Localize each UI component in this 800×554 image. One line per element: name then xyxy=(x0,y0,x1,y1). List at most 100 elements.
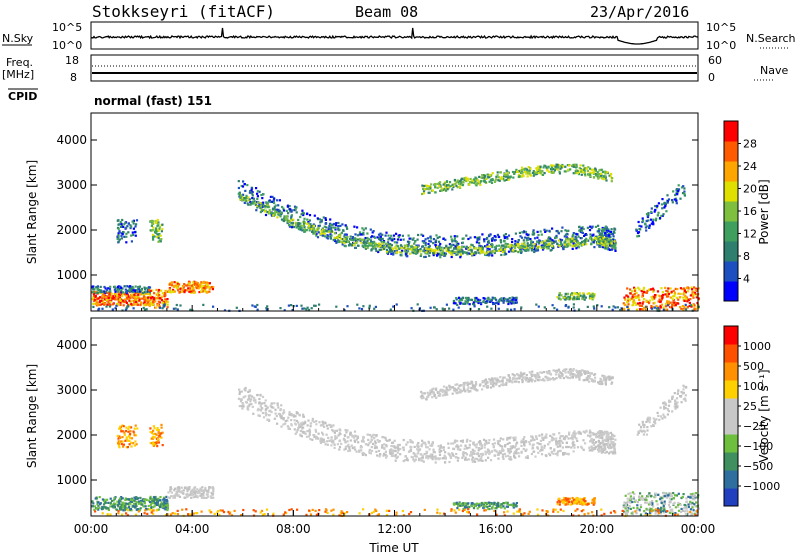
velocity-cell xyxy=(308,428,311,431)
power-cell xyxy=(151,236,155,239)
velocity-cell xyxy=(353,430,357,433)
velocity-cell xyxy=(373,437,376,440)
power-cell xyxy=(395,251,398,254)
power-cell xyxy=(585,243,588,246)
power-cell xyxy=(102,295,105,298)
velocity-cell xyxy=(417,441,420,445)
power-cell xyxy=(549,249,552,252)
power-cell xyxy=(637,220,640,224)
power-cell xyxy=(109,297,112,301)
power-cell xyxy=(536,240,539,243)
power-cell xyxy=(405,254,408,258)
velocity-cell xyxy=(543,444,546,447)
velocity-cell xyxy=(530,452,533,456)
power-cell xyxy=(570,297,573,300)
power-cell xyxy=(389,249,392,252)
velocity-cell xyxy=(423,441,426,444)
power-cell xyxy=(475,241,478,244)
power-cell xyxy=(423,188,426,191)
power-cell xyxy=(129,227,132,230)
velocity-cell xyxy=(369,440,372,443)
velocity-cell xyxy=(378,440,381,443)
power-cell xyxy=(151,295,154,299)
power-cell xyxy=(205,282,208,285)
power-cell xyxy=(125,232,128,235)
power-cell xyxy=(189,288,192,291)
power-colorbar-swatch xyxy=(724,201,738,222)
power-cell xyxy=(491,246,494,249)
power-cell xyxy=(577,297,580,301)
power-cell xyxy=(247,199,250,202)
power-cell xyxy=(303,217,306,220)
power-cell xyxy=(646,289,649,292)
velocity-cell xyxy=(433,451,436,454)
velocity-cell xyxy=(531,439,535,442)
power-cell xyxy=(371,247,374,250)
power-cell xyxy=(408,240,411,243)
power-cell xyxy=(466,300,469,303)
power-cell xyxy=(173,290,176,293)
power-cell xyxy=(608,306,611,309)
power-cell xyxy=(504,297,507,301)
velocity-cell xyxy=(437,445,440,448)
velocity-cell xyxy=(588,431,591,434)
power-cell xyxy=(589,225,592,228)
velocity-cell xyxy=(481,388,484,391)
power-cell xyxy=(523,245,527,248)
power-cell xyxy=(443,254,447,257)
power-cell xyxy=(117,227,120,230)
power-cell xyxy=(439,242,442,246)
power-cell xyxy=(261,205,264,208)
velocity-cell xyxy=(547,452,550,455)
velocity-cell xyxy=(568,368,571,371)
power-cell xyxy=(251,202,254,205)
power-cell xyxy=(562,165,565,168)
power-cell xyxy=(175,303,178,307)
power-cell xyxy=(288,224,291,227)
power-cell xyxy=(610,172,613,176)
power-cell xyxy=(117,240,120,243)
power-cell xyxy=(251,191,254,194)
velocity-cell xyxy=(558,442,561,445)
power-cell xyxy=(117,232,120,235)
power-cell xyxy=(123,235,126,238)
power-cell xyxy=(533,237,537,240)
velocity-cell xyxy=(495,382,498,385)
power-cell xyxy=(367,238,371,241)
power-cell xyxy=(157,295,160,298)
velocity-cell xyxy=(241,402,244,405)
power-cell xyxy=(665,308,668,311)
power-cell xyxy=(469,177,472,181)
velocity-cell xyxy=(299,433,302,436)
power-cell xyxy=(603,178,606,181)
velocity-cell xyxy=(421,392,424,395)
velocity-cell xyxy=(598,449,601,452)
power-cell xyxy=(455,253,458,256)
velocity-cell xyxy=(355,450,358,453)
velocity-cell xyxy=(329,424,332,427)
power-cell xyxy=(160,238,163,241)
power-cell xyxy=(329,218,332,221)
velocity-cell xyxy=(456,444,459,447)
velocity-cell xyxy=(275,415,278,418)
power-cell xyxy=(169,291,172,294)
power-cell xyxy=(256,204,259,208)
power-cell xyxy=(513,172,516,175)
power-cell xyxy=(380,244,383,247)
velocity-cell xyxy=(281,412,284,415)
power-cell xyxy=(607,240,610,243)
power-cell xyxy=(430,248,433,251)
power-cell xyxy=(129,296,132,300)
velocity-cell xyxy=(472,387,475,390)
power-cell xyxy=(92,305,95,308)
power-cell xyxy=(172,288,175,291)
velocity-cell xyxy=(465,440,468,443)
power-cell xyxy=(308,214,312,217)
velocity-cell xyxy=(250,403,253,406)
power-cell xyxy=(242,193,245,196)
power-cell xyxy=(322,234,325,237)
velocity-cell xyxy=(444,451,447,454)
velocity-cell xyxy=(335,429,338,432)
power-cell xyxy=(361,227,364,230)
velocity-cell xyxy=(604,451,607,454)
